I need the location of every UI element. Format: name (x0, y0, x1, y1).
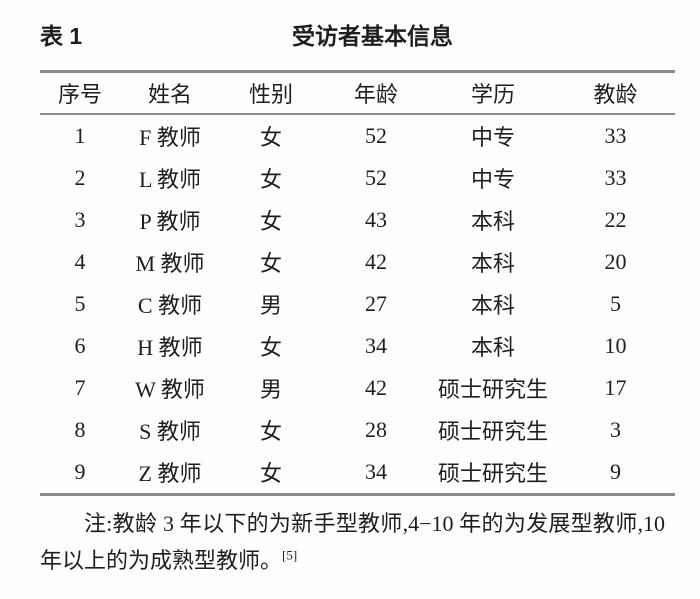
table-cell: 5 (610, 291, 621, 316)
table-cell: 27 (365, 291, 387, 316)
table-cell: 17 (604, 375, 627, 400)
table-cell: 女 (259, 125, 282, 150)
table-cell: 28 (365, 417, 387, 442)
table-cell: 6 (74, 333, 86, 358)
table-row: 9 Z 教师 女 34 硕士研究生 9 (40, 451, 675, 495)
table-cell: 22 (604, 207, 627, 232)
table-cell: F 教师 (139, 125, 201, 150)
table-cell: 硕士研究生 (437, 461, 548, 486)
table-cell: H 教师 (137, 335, 203, 360)
table-cell: 中专 (470, 125, 515, 150)
table-row: 8 S 教师 女 28 硕士研究生 3 (40, 409, 675, 451)
table-cell: 4 (74, 249, 86, 274)
table-cell: 20 (604, 249, 627, 274)
table-cell: 9 (74, 459, 86, 484)
table-cell: C 教师 (137, 293, 203, 318)
table-row: 1 F 教师 女 52 中专 33 (40, 114, 675, 157)
table-cell: 52 (365, 123, 387, 148)
table-cell: 2 (74, 165, 86, 190)
table-title: 受访者基本信息 (292, 23, 453, 49)
citation-superscript: [5] (282, 547, 298, 563)
table-cell: S 教师 (139, 419, 201, 444)
column-header: 教龄 (556, 71, 675, 115)
table-cell: P 教师 (139, 209, 201, 234)
table-cell: 女 (259, 251, 282, 276)
table-cell: 9 (610, 459, 621, 484)
table-cell: 女 (259, 419, 282, 444)
table-row: 2 L 教师 女 52 中专 33 (40, 157, 675, 199)
table-cell: 10 (604, 333, 627, 358)
table-cell: 本科 (470, 209, 515, 234)
table-row: 3 P 教师 女 43 本科 22 (40, 199, 675, 241)
table-cell: 42 (365, 375, 387, 400)
footnote-text: 注:教龄 3 年以下的为新手型教师,4−10 年的为发展型教师,10 年以上的为… (40, 511, 665, 573)
table-cell: 8 (74, 417, 86, 442)
table-cell: 女 (259, 461, 282, 486)
table-cell: 5 (74, 291, 86, 316)
column-header: 性别 (220, 71, 322, 115)
table-cell: 34 (365, 333, 387, 358)
table-cell: W 教师 (135, 377, 205, 402)
table-cell: 33 (604, 165, 627, 190)
table-cell: 硕士研究生 (437, 419, 548, 444)
column-header: 学历 (430, 71, 556, 115)
table-header-row: 序号 姓名 性别 年龄 学历 教龄 (40, 71, 675, 115)
table-cell: 本科 (470, 293, 515, 318)
table-row: 5 C 教师 男 27 本科 5 (40, 283, 675, 325)
table-cell: 3 (610, 417, 621, 442)
table-cell: 52 (365, 165, 387, 190)
table-cell: Z 教师 (138, 461, 202, 486)
table-row: 6 H 教师 女 34 本科 10 (40, 325, 675, 367)
table-cell: M 教师 (135, 251, 205, 276)
table-cell: 女 (259, 335, 282, 360)
table-cell: 1 (74, 123, 86, 148)
column-header: 姓名 (120, 71, 220, 115)
table-row: 7 W 教师 男 42 硕士研究生 17 (40, 367, 675, 409)
table-caption: 表 1 受访者基本信息 (40, 20, 675, 52)
table-cell: 女 (259, 167, 282, 192)
table-cell: 42 (365, 249, 387, 274)
table-footnote: 注:教龄 3 年以下的为新手型教师,4−10 年的为发展型教师,10 年以上的为… (40, 505, 665, 579)
table-cell: 女 (259, 209, 282, 234)
table-header: 序号 姓名 性别 年龄 学历 教龄 (40, 71, 675, 115)
table-cell: 中专 (470, 167, 515, 192)
table-cell: 34 (365, 459, 387, 484)
table-cell: L 教师 (138, 167, 202, 192)
table-cell: 本科 (470, 251, 515, 276)
column-header: 年龄 (322, 71, 430, 115)
table-cell: 33 (604, 123, 627, 148)
table-cell: 男 (259, 377, 282, 402)
table-cell: 男 (259, 293, 282, 318)
table-row: 4 M 教师 女 42 本科 20 (40, 241, 675, 283)
table-cell: 7 (74, 375, 86, 400)
column-header: 序号 (40, 71, 120, 115)
table-number-label: 表 1 (40, 23, 83, 49)
table-cell: 3 (74, 207, 86, 232)
table-cell: 本科 (470, 335, 515, 360)
table-cell: 43 (365, 207, 387, 232)
table-cell: 硕士研究生 (437, 377, 548, 402)
